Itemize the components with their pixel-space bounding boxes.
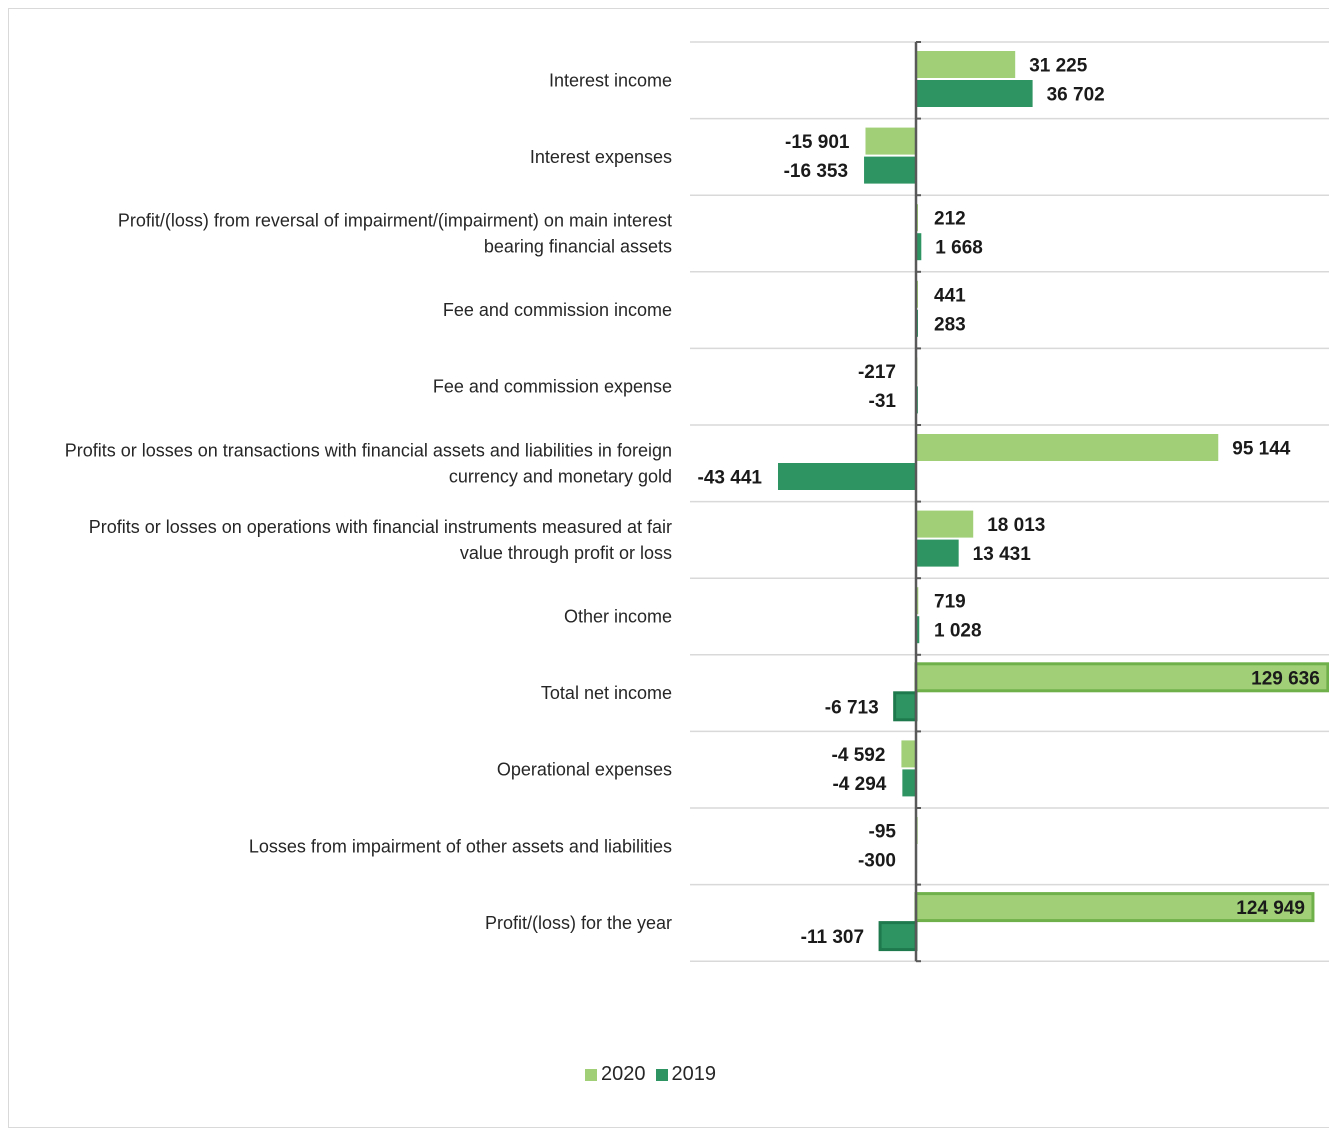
legend-swatch-2020 [585, 1068, 597, 1081]
data-label-2020: 129 636 [1251, 668, 1320, 689]
data-label-2020: 124 949 [1236, 898, 1305, 919]
bar-chart: Interest income 31 225 36 702 Interest expe… [65, 41, 1329, 963]
data-label-2020: -4 592 [832, 745, 886, 766]
data-label-2019: 1 668 [935, 238, 983, 259]
category-label: Fee and commission income [443, 300, 672, 320]
category-label: Fee and commission expense [433, 377, 672, 397]
category-label: Profit/(loss) from reversal of impairmen… [118, 211, 672, 231]
data-label-2020: 31 225 [1029, 56, 1088, 77]
data-label-2020: 441 [934, 285, 966, 306]
category-label: Profits or losses on operations with fin… [89, 517, 672, 537]
data-label-2019: -6 713 [825, 697, 879, 718]
data-label-2019: 1 028 [934, 621, 982, 642]
data-label-2019: -4 294 [832, 774, 886, 795]
legend: 2020 2019 [585, 1063, 726, 1086]
bar-2020 [914, 662, 1329, 693]
data-label-2019: -31 [869, 391, 897, 412]
data-label-2020: 18 013 [987, 515, 1045, 536]
bar-2020 [901, 740, 916, 768]
category-label: Profits or losses on transactions with f… [65, 440, 672, 460]
category-label: Losses from impairment of other assets a… [249, 836, 672, 856]
category-label: value through profit or loss [460, 543, 672, 563]
data-label-2020: -95 [869, 822, 897, 843]
bar-2020 [916, 51, 1016, 78]
bar-2019 [902, 769, 916, 797]
data-label-2020: -15 901 [785, 132, 850, 153]
data-label-2019: 283 [934, 314, 966, 335]
bar-2019 [893, 691, 918, 722]
legend-swatch-2019 [655, 1068, 668, 1081]
data-label-2019: -16 353 [784, 161, 848, 182]
bar-2019 [916, 233, 922, 261]
category-label: Other income [564, 607, 672, 627]
bar-2020 [916, 434, 1219, 461]
category-label: currency and monetary gold [449, 466, 672, 486]
data-label-2019: -11 307 [801, 927, 864, 948]
data-label-2019: -43 441 [698, 468, 763, 489]
bar-2019 [864, 156, 916, 184]
bar-2020 [916, 510, 974, 538]
bar-2019 [916, 539, 959, 567]
category-label: Interest income [549, 70, 672, 90]
data-label-2019: 36 702 [1047, 85, 1105, 106]
legend-label-2019: 2019 [671, 1063, 717, 1085]
category-label: Operational expenses [497, 760, 672, 780]
bar-2019 [916, 80, 1033, 107]
bar-2019 [878, 921, 918, 952]
data-label-2020: 95 144 [1232, 439, 1291, 460]
data-label-2020: 212 [934, 209, 966, 230]
legend-label-2020: 2020 [601, 1063, 646, 1085]
bar-2019 [916, 616, 920, 644]
data-label-2019: 13 431 [973, 544, 1032, 565]
category-label: Profit/(loss) for the year [485, 913, 672, 933]
bar-2019 [777, 463, 916, 490]
data-label-2020: 719 [934, 592, 966, 613]
data-label-2020: -217 [858, 362, 896, 383]
category-label: Interest expenses [530, 147, 672, 167]
data-label-2019: -300 [858, 851, 896, 872]
category-label: bearing financial assets [484, 237, 672, 257]
category-label: Total net income [541, 683, 672, 703]
bar-2020 [865, 127, 916, 155]
legend-item-2019: 2019 [655, 1063, 717, 1086]
legend-item-2020: 2020 [585, 1063, 646, 1086]
